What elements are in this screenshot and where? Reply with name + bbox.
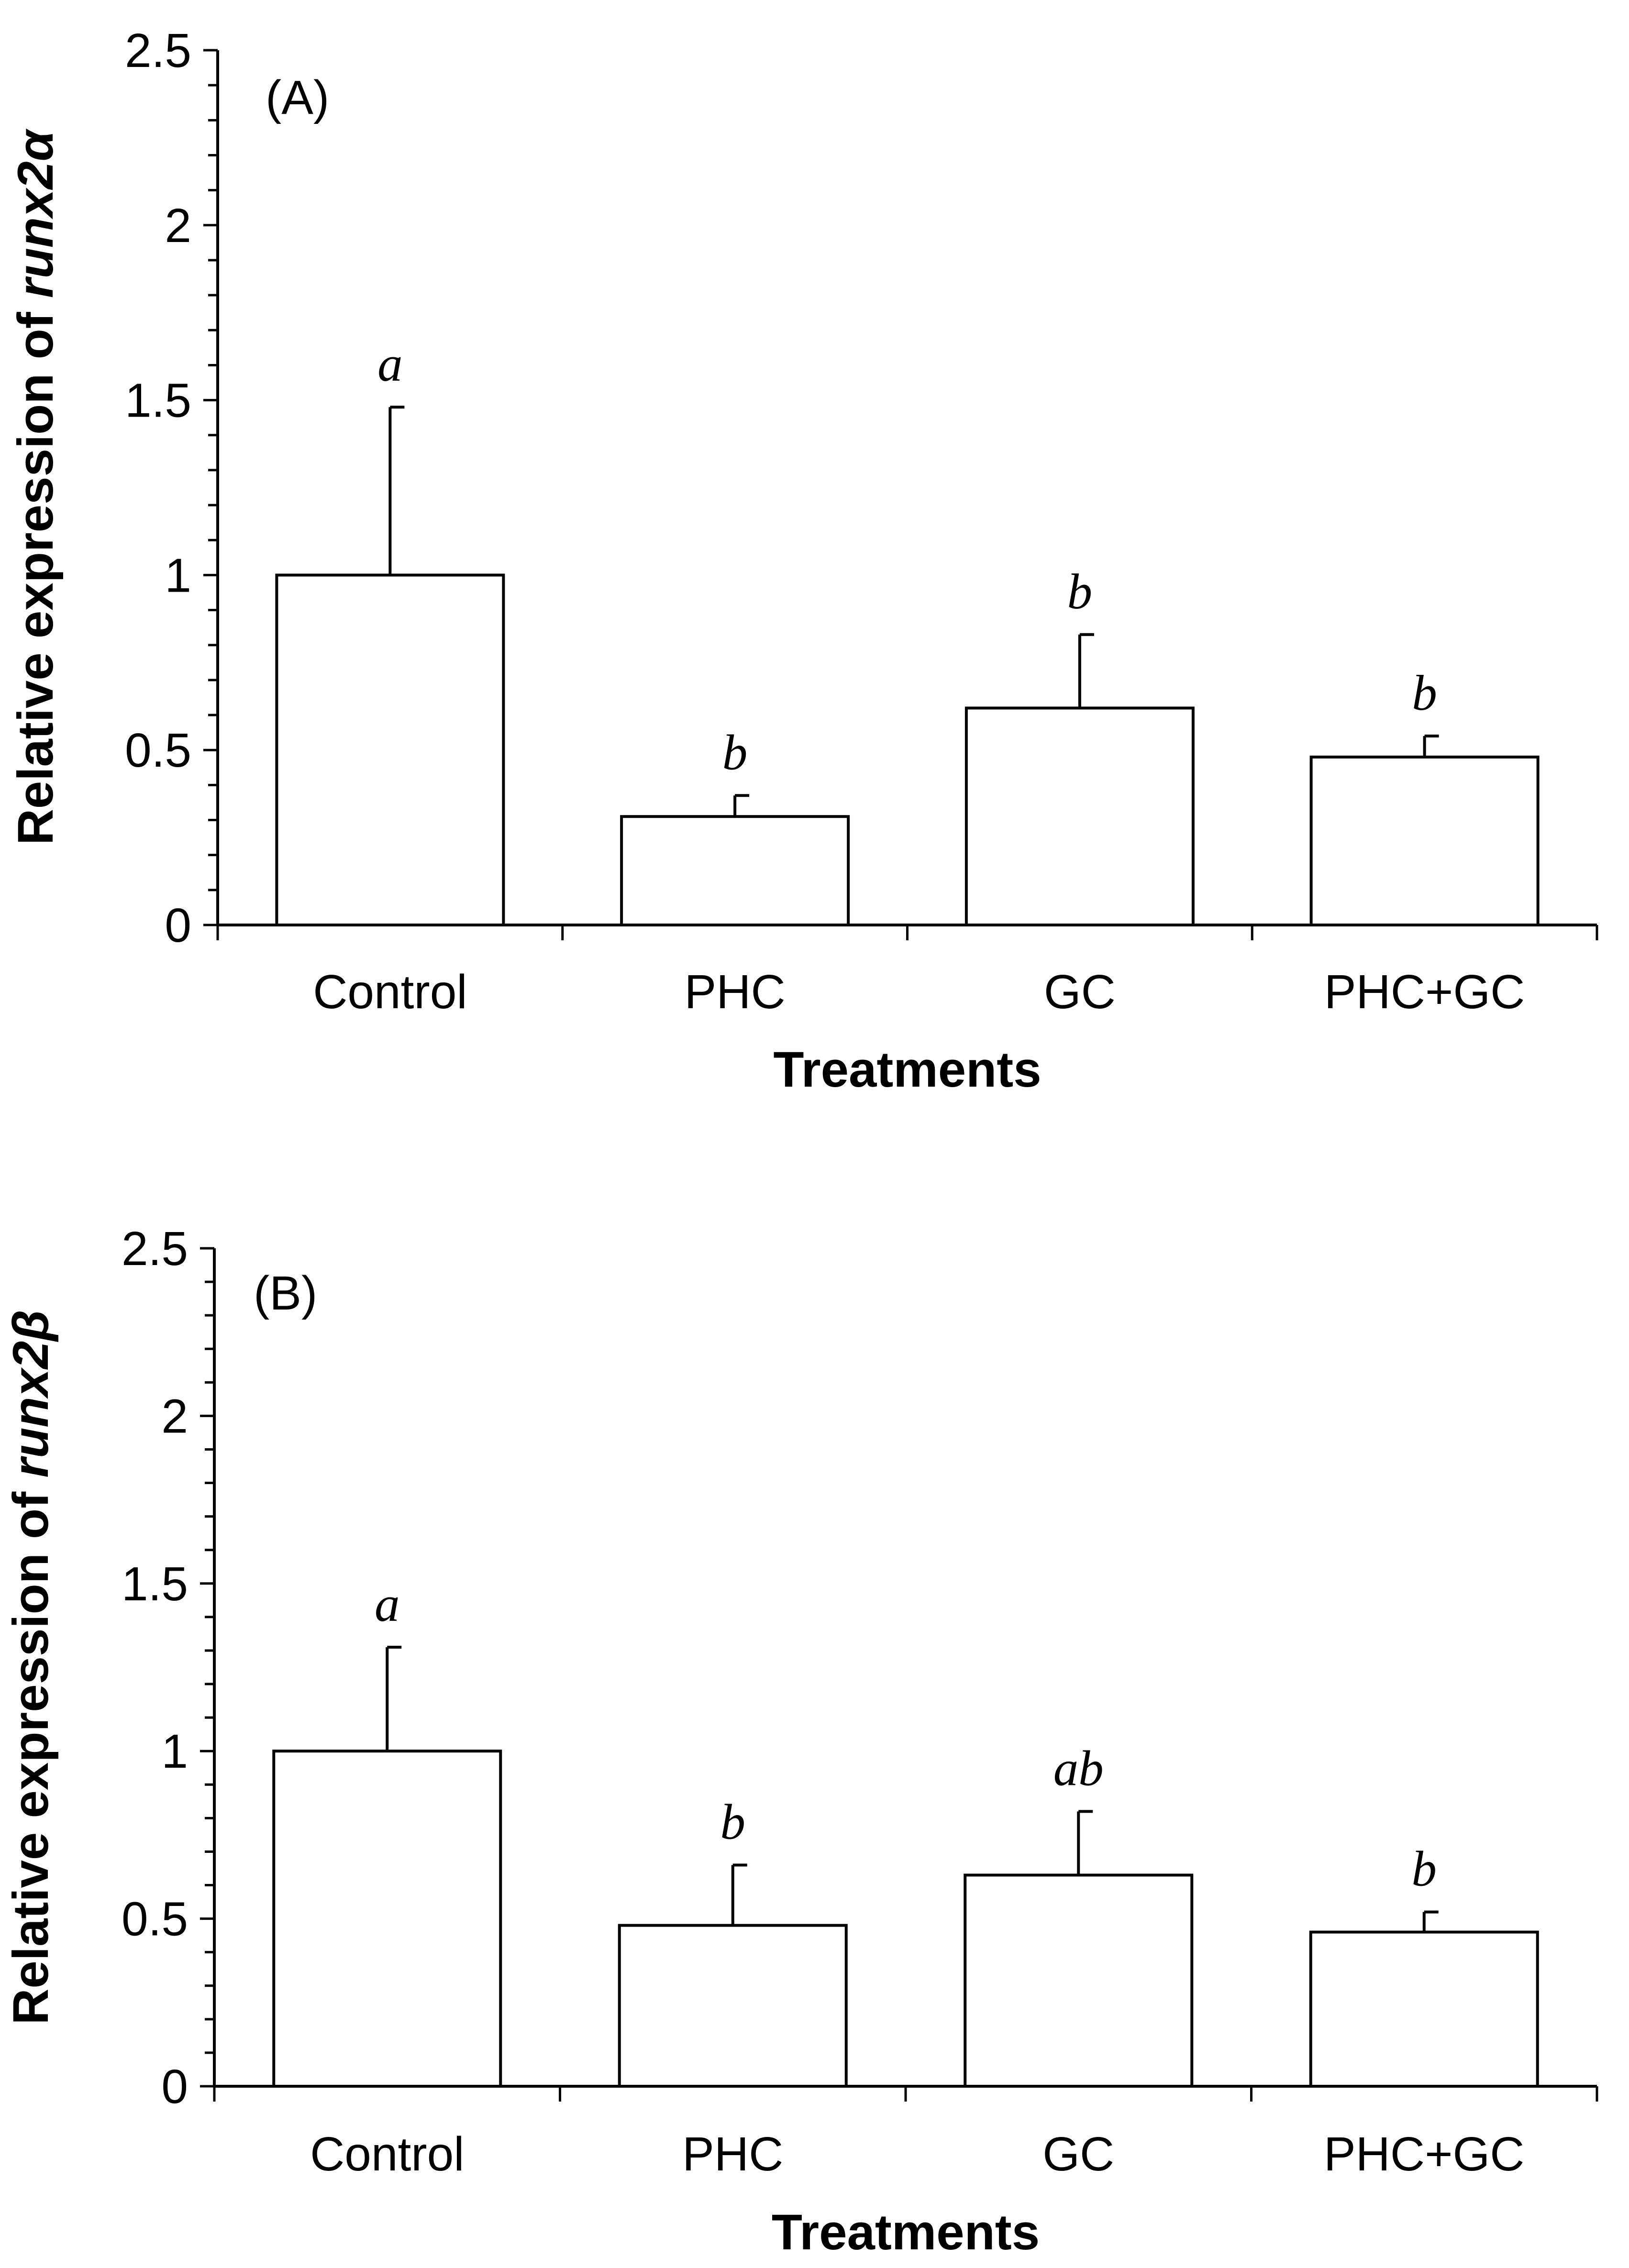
y-tick-label: 1 xyxy=(165,549,191,602)
x-tick-label: PHC+GC xyxy=(1324,965,1525,1019)
bar-gc xyxy=(964,706,1195,926)
y-axis-title: Relative expression of runx2β xyxy=(3,1310,59,2025)
y-tick-label: 2 xyxy=(165,199,191,253)
chart-panel-a: 0 0.5 1 1.5 2 2.5 a Control b PHC b GC b PHC+GC (A) Tre… xyxy=(8,24,1598,1098)
y-tick-label: 0.5 xyxy=(125,724,191,777)
panel-label: (A) xyxy=(266,71,329,124)
x-tick-label: Control xyxy=(313,965,467,1019)
significance-label: ab xyxy=(1053,1740,1104,1796)
bar-phc xyxy=(618,1924,848,2088)
x-axis-title: Treatments xyxy=(772,2204,1040,2260)
x-axis-title: Treatments xyxy=(773,1042,1041,1098)
panel-label: (B) xyxy=(254,1266,317,1320)
x-tick-label: Control xyxy=(310,2127,464,2181)
bar-control xyxy=(272,1750,502,2088)
x-tick-label: GC xyxy=(1044,965,1116,1019)
y-tick-label: 0.5 xyxy=(122,1893,188,1946)
bar-phc xyxy=(620,815,850,926)
y-tick-label: 1.5 xyxy=(122,1557,188,1611)
bar-phc-gc xyxy=(1309,1930,1539,2088)
y-tick-label: 2 xyxy=(161,1389,188,1443)
y-tick-label: 0 xyxy=(161,2060,188,2114)
significance-label: b xyxy=(1412,1841,1437,1897)
y-axis-title-text: Relative expression of xyxy=(3,1478,59,2025)
y-tick-label: 0 xyxy=(165,899,191,952)
x-tick-label: PHC xyxy=(682,2127,783,2181)
bar-gc xyxy=(964,1873,1194,2088)
significance-label: b xyxy=(1067,563,1093,619)
significance-label: a xyxy=(377,336,403,392)
significance-label: b xyxy=(722,724,748,780)
y-axis-title-gene: runx2β xyxy=(3,1310,59,1478)
y-axis-title-gene: runx2α xyxy=(8,128,64,298)
bar-phc-gc xyxy=(1309,755,1540,927)
bar-control xyxy=(275,573,505,926)
y-tick-label: 2.5 xyxy=(125,24,191,77)
significance-label: b xyxy=(720,1794,746,1850)
y-tick-label: 2.5 xyxy=(122,1222,188,1276)
significance-label: b xyxy=(1412,665,1437,721)
chart-panel-b: 0 0.5 1 1.5 2 2.5 a Control b PHC ab GC b PHC+GC (B) Tr… xyxy=(3,1222,1598,2260)
x-tick-label: GC xyxy=(1042,2127,1114,2181)
x-tick-label: PHC xyxy=(685,965,786,1019)
x-tick-label: PHC+GC xyxy=(1324,2127,1525,2181)
y-axis-title: Relative expression of runx2α xyxy=(8,128,64,845)
y-axis-title-text: Relative expression of xyxy=(8,298,64,845)
y-tick-label: 1.5 xyxy=(125,374,191,428)
y-tick-label: 1 xyxy=(161,1725,188,1778)
significance-label: a xyxy=(375,1576,400,1632)
